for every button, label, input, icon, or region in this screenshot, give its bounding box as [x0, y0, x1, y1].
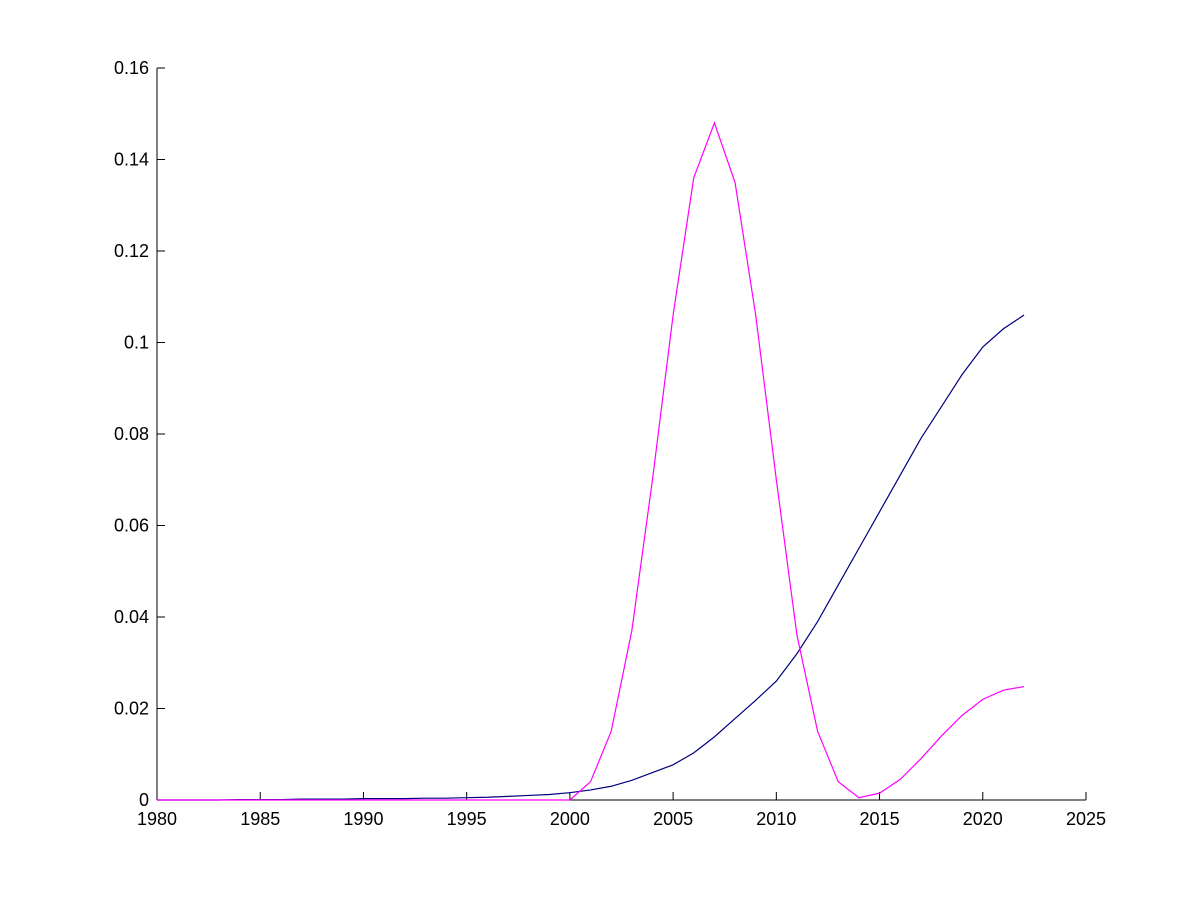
- x-tick-label: 2000: [550, 809, 590, 829]
- y-tick-label: 0.12: [114, 241, 149, 261]
- y-tick-label: 0.14: [114, 150, 149, 170]
- x-tick-label: 2005: [653, 809, 693, 829]
- x-tick-label: 2025: [1066, 809, 1106, 829]
- data-line: [157, 314, 1025, 801]
- y-tick-label: 0: [139, 790, 149, 810]
- x-tick-label: 1980: [137, 809, 177, 829]
- y-tick-label: 0.1: [124, 333, 149, 353]
- x-tick-label: 1985: [240, 809, 280, 829]
- data-line: [157, 121, 1025, 801]
- x-tick-label: 1990: [343, 809, 383, 829]
- y-tick-label: 0.06: [114, 516, 149, 536]
- y-tick-label: 0.16: [114, 58, 149, 78]
- y-tick-label: 0.04: [114, 607, 149, 627]
- x-tick-label: 2020: [963, 809, 1003, 829]
- x-tick-label: 2015: [860, 809, 900, 829]
- x-tick-label: 1995: [447, 809, 487, 829]
- y-tick-label: 0.08: [114, 424, 149, 444]
- y-tick-label: 0.02: [114, 699, 149, 719]
- x-tick-label: 2010: [756, 809, 796, 829]
